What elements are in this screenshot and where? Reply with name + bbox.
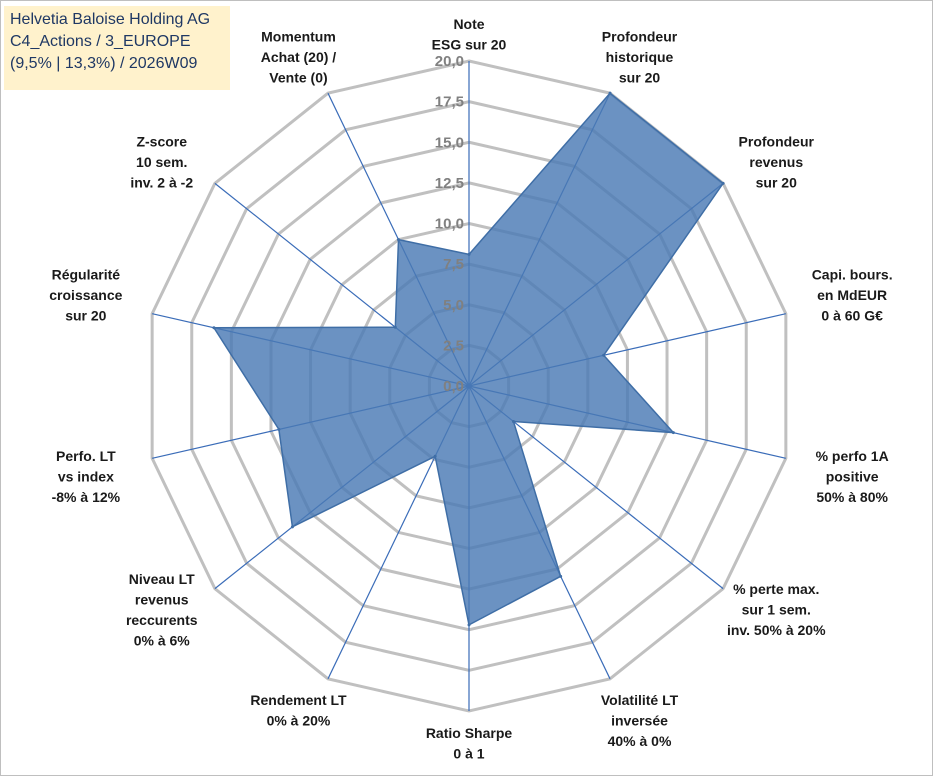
axis-label: Profondeur historique sur 20 (602, 28, 678, 85)
axis-label-line: inv. 50% à 20% (727, 622, 826, 638)
title-stats: (9,5% | 13,3%) / 2026W09 (10, 55, 198, 72)
data-point (393, 325, 397, 329)
axis-label-line: Z-score (136, 133, 187, 149)
axis-label-line: % perte max. (733, 581, 819, 597)
axis-label-line: 50% à 80% (816, 489, 888, 505)
axis-label: Momentum Achat (20) / Vente (0) (261, 28, 337, 85)
axis-label-line: inversée (611, 713, 668, 729)
data-point (602, 353, 606, 357)
tick-label: 20,0 (435, 53, 464, 70)
data-point (396, 238, 400, 242)
tick-label: 12,5 (435, 175, 464, 192)
data-point (467, 623, 471, 627)
tick-layer: 0,0 2,5 5,0 7,5 10,0 12,5 15,0 17,5 20,0 (435, 53, 464, 395)
data-point (671, 431, 675, 435)
axis-label: % perte max. sur 1 sem. inv. 50% à 20% (727, 581, 826, 638)
axis-label-line: Vente (0) (269, 69, 327, 85)
tick-label: 15,0 (435, 134, 464, 151)
axis-label: Profondeur revenus sur 20 (739, 133, 815, 190)
axis-label: Volatilité LT inversée 40% à 0% (601, 692, 679, 749)
axis-label-line: croissance (49, 287, 122, 303)
axis-label-line: 0 à 1 (453, 746, 484, 762)
axis-label-line: % perfo 1A (816, 448, 889, 464)
axis-label-line: -8% à 12% (52, 489, 121, 505)
axis-label-line: reccurents (126, 612, 198, 628)
chart-title-box: Helvetia Baloise Holding AG C4_Actions /… (4, 6, 230, 90)
axis-label: Rendement LT 0% à 20% (250, 692, 347, 729)
title-category: C4_Actions / 3_EUROPE (10, 33, 191, 50)
axis-label: Régularité croissance sur 20 (49, 266, 122, 323)
tick-label: 17,5 (435, 94, 464, 111)
axis-label-line: 0 à 60 G€ (821, 307, 883, 323)
axis-label-line: historique (606, 49, 674, 65)
axis-label-line: ESG sur 20 (432, 37, 507, 53)
axis-label-line: 0% à 6% (134, 632, 191, 648)
tick-label: 7,5 (443, 256, 464, 273)
axis-label-line: sur 20 (65, 307, 106, 323)
axis-label: Niveau LT revenus reccurents 0% à 6% (126, 571, 198, 649)
axis-label-line: Profondeur (602, 28, 678, 44)
axis-label-line: sur 1 sem. (742, 602, 811, 618)
data-point (212, 326, 216, 330)
axis-label: Note ESG sur 20 (432, 16, 507, 53)
data-point (559, 574, 563, 578)
axis-label-line: sur 20 (619, 69, 660, 85)
data-point (608, 91, 612, 95)
axis-label-line: revenus (135, 591, 189, 607)
data-point (277, 427, 281, 431)
data-point (467, 252, 471, 256)
axis-label-line: Achat (20) / (261, 49, 337, 65)
axis-label-line: Rendement LT (250, 692, 347, 708)
tick-label: 5,0 (443, 297, 464, 314)
axis-label-line: revenus (749, 154, 803, 170)
axis-label-line: Profondeur (739, 133, 815, 149)
axis-label-line: Momentum (261, 28, 336, 44)
axis-label-line: inv. 2 à -2 (130, 174, 193, 190)
axis-label: Z-score 10 sem. inv. 2 à -2 (130, 133, 193, 190)
title-company: Helvetia Baloise Holding AG (10, 11, 211, 28)
axis-label-line: Ratio Sharpe (426, 725, 513, 741)
tick-label: 2,5 (443, 337, 464, 354)
series-layer (212, 91, 725, 627)
data-point (433, 454, 437, 458)
axis-label-line: Régularité (52, 266, 121, 282)
tick-label: 10,0 (435, 216, 464, 233)
axis-label-line: 10 sem. (136, 154, 187, 170)
axis-label-line: en MdEUR (817, 287, 887, 303)
axis-label-line: positive (826, 469, 879, 485)
data-point (511, 419, 515, 423)
axis-label-line: Capi. bours. (812, 266, 893, 282)
axis-label-line: Volatilité LT (601, 692, 679, 708)
axis-label-line: 40% à 0% (608, 733, 672, 749)
axis-label-line: 0% à 20% (267, 713, 331, 729)
axis-label: % perfo 1A positive 50% à 80% (816, 448, 889, 505)
axis-label: Perfo. LT vs index -8% à 12% (52, 448, 121, 505)
axis-label-line: vs index (58, 469, 114, 485)
tick-label: 0,0 (443, 378, 464, 395)
axis-label-layer: Note ESG sur 20 Profondeur historique sur 20… (49, 16, 892, 762)
axis-label-line: sur 20 (756, 174, 797, 190)
axis-label: Ratio Sharpe 0 à 1 (426, 725, 513, 762)
data-point (290, 525, 294, 529)
data-point (721, 181, 725, 185)
axis-label-line: Note (453, 16, 484, 32)
axis-label: Capi. bours. en MdEUR 0 à 60 G€ (812, 266, 893, 323)
axis-label-line: Perfo. LT (56, 448, 116, 464)
axis-label-line: Niveau LT (129, 571, 195, 587)
